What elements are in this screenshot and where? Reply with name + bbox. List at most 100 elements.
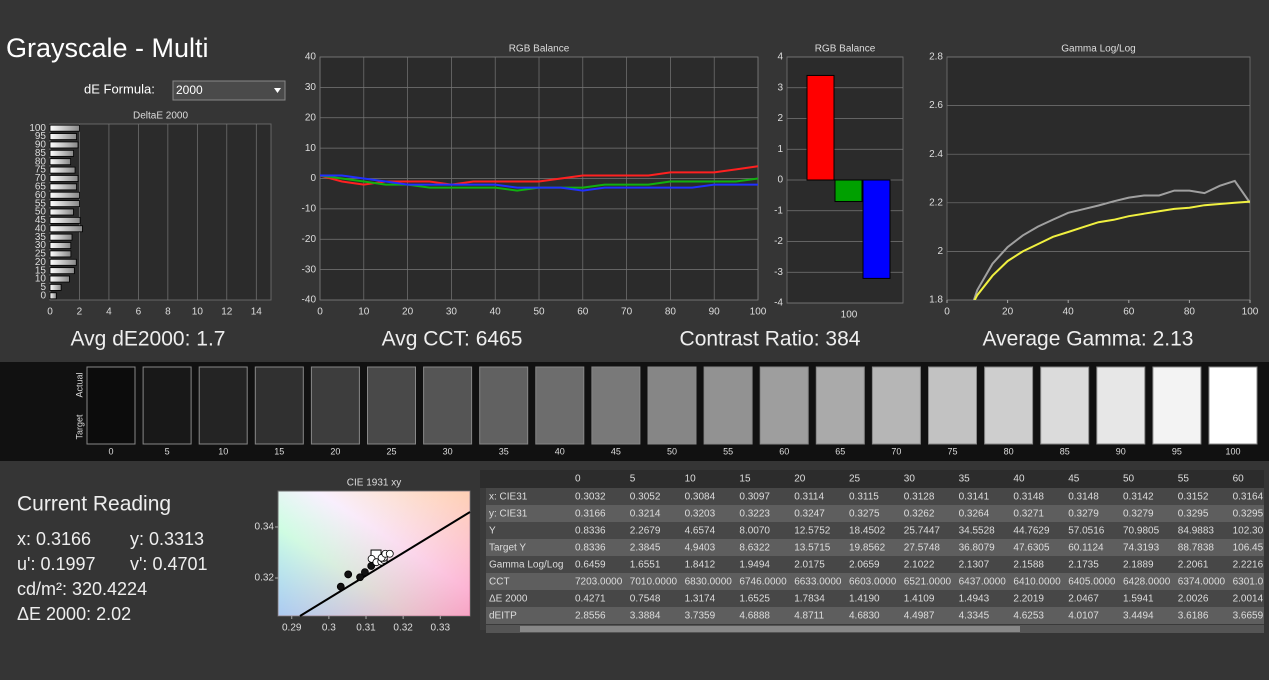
series-line <box>972 179 1250 300</box>
cell: 1.6525 <box>739 594 770 605</box>
x-tick-label: 20 <box>1002 307 1014 318</box>
cell: 47.6305 <box>1013 543 1050 554</box>
chart-title: Gamma Log/Log <box>1061 44 1136 55</box>
x-tick-label: 80 <box>665 307 677 318</box>
y-tick-label: 1 <box>777 144 783 155</box>
y-tick-label: 0 <box>310 173 316 184</box>
column-header: 20 <box>794 474 806 485</box>
y-tick-label: 10 <box>35 274 47 285</box>
cell: 1.4109 <box>904 594 935 605</box>
cell: 44.7629 <box>1013 526 1050 537</box>
y-tick-label: 95 <box>35 131 47 142</box>
row-label: Target Y <box>489 543 526 554</box>
cell: 0.3247 <box>794 509 825 520</box>
reading-de: ΔE 2000: 2.02 <box>17 604 131 624</box>
point <box>361 568 369 577</box>
cell: 2.0014 <box>1233 594 1264 605</box>
swatch-label: 10 <box>218 446 228 456</box>
cell: 6437.0000 <box>959 577 1007 588</box>
cell: 0.3097 <box>739 492 770 503</box>
planckian-locus <box>299 511 471 617</box>
table-row <box>486 607 1264 624</box>
bar <box>49 267 75 275</box>
cell: 0.3264 <box>959 509 990 520</box>
y-tick-label: 25 <box>35 249 47 260</box>
bar <box>49 258 77 266</box>
bar <box>49 200 80 208</box>
y-tick-label: 0.32 <box>255 573 275 584</box>
cell: 0.3203 <box>685 509 716 520</box>
reading-lum: cd/m²: 320.4224 <box>17 579 147 599</box>
cell: 2.2019 <box>1013 594 1044 605</box>
formula-value[interactable]: 2000 <box>176 83 203 97</box>
swatch-label: 15 <box>274 446 284 456</box>
cell: 2.0659 <box>849 560 880 571</box>
cell: 3.7359 <box>685 611 716 622</box>
cell: 2.8556 <box>575 611 606 622</box>
swatch <box>198 366 248 445</box>
cell: 8.0070 <box>739 526 770 537</box>
dropdown-arrow[interactable] <box>274 88 281 93</box>
y-tick-label: 2 <box>777 113 783 124</box>
page-title: Grayscale - Multi <box>6 33 209 63</box>
cell: 1.8412 <box>685 560 716 571</box>
cell: 0.3032 <box>575 492 606 503</box>
x-tick-label: 8 <box>165 307 171 318</box>
table-header <box>480 470 1264 488</box>
cell: 3.6659 <box>1233 611 1264 622</box>
y-tick-label: 10 <box>305 143 317 154</box>
bar <box>806 74 835 181</box>
cell: 6633.0000 <box>794 577 842 588</box>
cell: 0.3115 <box>849 492 879 503</box>
y-tick-label: 0.34 <box>255 522 275 533</box>
y-tick-label: 40 <box>35 223 47 234</box>
cell: 6410.0000 <box>1013 577 1061 588</box>
row-label: dEITP <box>489 611 517 622</box>
cell: 3.3884 <box>630 611 661 622</box>
formula-dropdown[interactable] <box>172 80 286 101</box>
column-header: 5 <box>630 474 636 485</box>
swatch <box>591 366 641 445</box>
chart-title: DeltaE 2000 <box>133 111 188 122</box>
bar <box>49 208 74 216</box>
avg-de: Avg dE2000: 1.7 <box>71 328 226 351</box>
bar <box>49 292 57 300</box>
plot-area <box>49 123 272 301</box>
column-header: 0 <box>575 474 581 485</box>
cell: 6405.0000 <box>1068 577 1116 588</box>
bar <box>49 233 73 241</box>
cell: 27.5748 <box>904 543 941 554</box>
swatch <box>1208 366 1258 445</box>
cell: 0.3148 <box>1068 492 1099 503</box>
swatch-label: 75 <box>947 446 957 456</box>
cell: 2.0026 <box>1178 594 1209 605</box>
scrollbar-thumb[interactable] <box>520 626 1020 632</box>
y-tick-label: 0 <box>40 290 46 301</box>
y-tick-label: 90 <box>35 140 47 151</box>
column-header: 40 <box>1013 474 1025 485</box>
swatch <box>759 366 809 445</box>
column-header: 50 <box>1123 474 1135 485</box>
swatch-label: 65 <box>835 446 845 456</box>
cell: 4.4987 <box>904 611 935 622</box>
bar <box>834 179 863 203</box>
swatch <box>535 366 585 445</box>
y-tick-label: -1 <box>774 205 783 216</box>
cell: 7203.0000 <box>575 577 623 588</box>
x-tick-label: 70 <box>621 307 633 318</box>
cell: 2.1307 <box>959 560 990 571</box>
y-tick-label: 30 <box>35 240 47 251</box>
cell: 2.2216 <box>1233 560 1264 571</box>
swatch-label: 50 <box>667 446 677 456</box>
x-tick-label: 0.31 <box>356 623 376 634</box>
reading-x: x: 0.3166 <box>17 529 91 549</box>
x-tick-label: 50 <box>533 307 545 318</box>
y-tick-label: 2 <box>937 246 943 257</box>
cell: 6521.0000 <box>904 577 952 588</box>
y-tick-label: 4 <box>777 52 783 63</box>
cell: 8.6322 <box>739 543 770 554</box>
bar <box>49 191 80 199</box>
x-tick-label: 90 <box>709 307 721 318</box>
column-header: 60 <box>1233 474 1245 485</box>
